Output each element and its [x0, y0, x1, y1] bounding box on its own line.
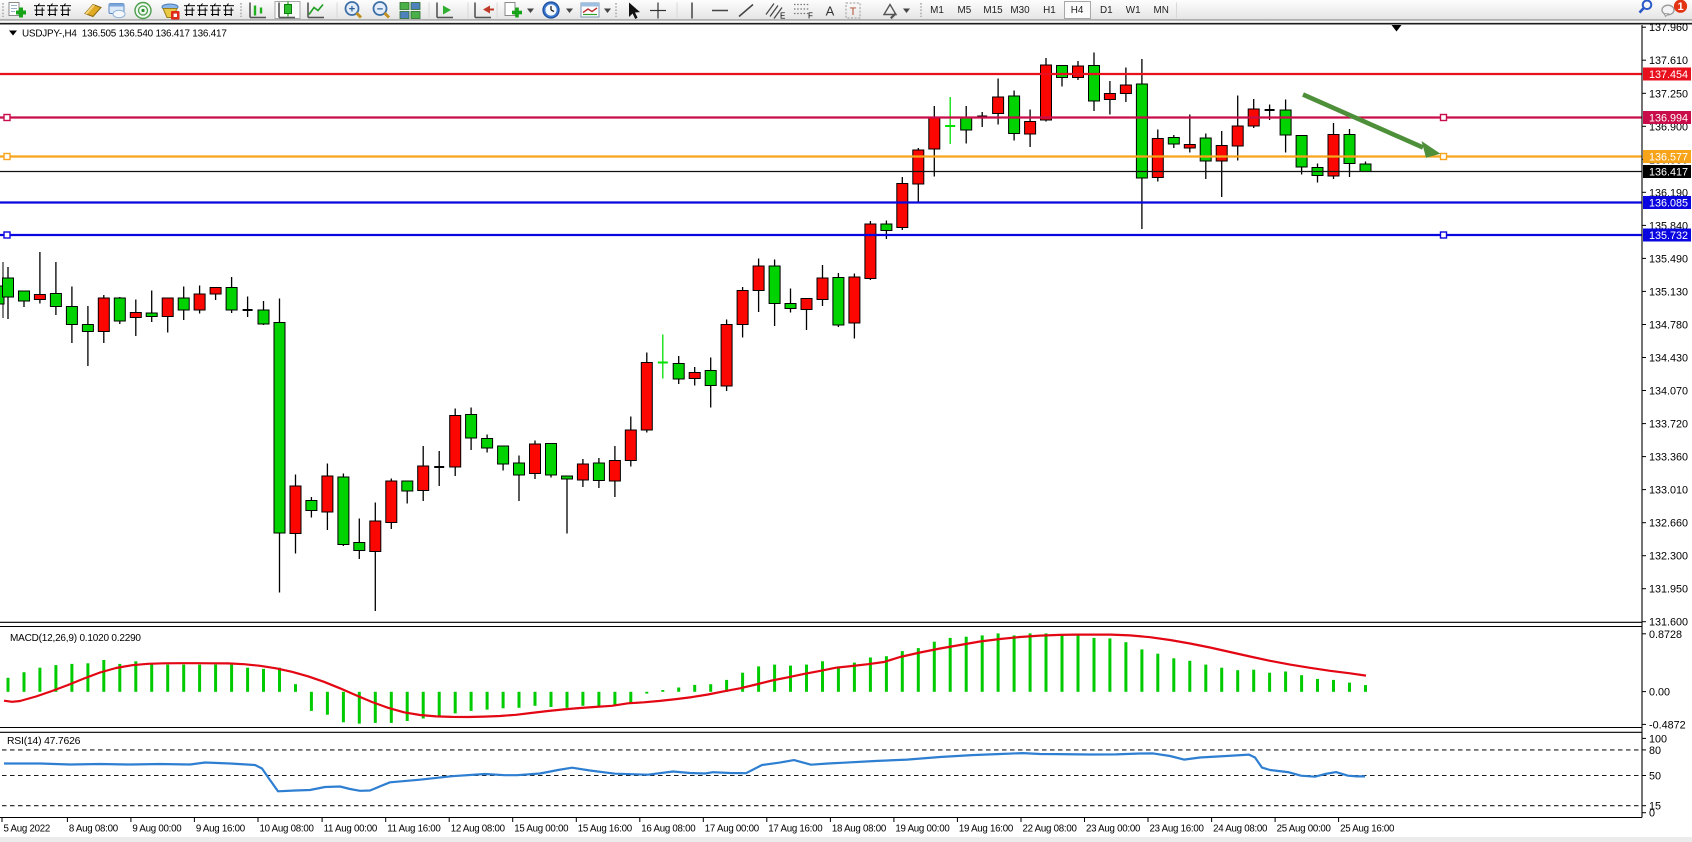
svg-text:9 Aug 16:00: 9 Aug 16:00	[196, 824, 246, 835]
svg-text:+: +	[349, 4, 355, 16]
svg-text:RSI(14) 47.7626: RSI(14) 47.7626	[7, 736, 81, 747]
svg-text:15: 15	[1649, 801, 1661, 813]
svg-text:50: 50	[1649, 771, 1661, 783]
svg-text:0.8728: 0.8728	[1649, 629, 1682, 641]
svg-text:133.360: 133.360	[1649, 452, 1688, 464]
svg-text:0: 0	[1649, 808, 1655, 820]
svg-text:137.250: 137.250	[1649, 88, 1688, 100]
svg-text:F: F	[808, 12, 813, 21]
svg-text:25 Aug 00:00: 25 Aug 00:00	[1277, 824, 1332, 835]
svg-text:24 Aug 08:00: 24 Aug 08:00	[1213, 824, 1268, 835]
svg-text:137.610: 137.610	[1649, 55, 1688, 67]
svg-text:135.130: 135.130	[1649, 286, 1688, 298]
svg-text:8 Aug 08:00: 8 Aug 08:00	[69, 824, 119, 835]
svg-text:135.732: 135.732	[1649, 230, 1688, 242]
svg-text:134.430: 134.430	[1649, 353, 1688, 365]
svg-text:133.010: 133.010	[1649, 485, 1688, 497]
svg-text:136.085: 136.085	[1649, 198, 1688, 210]
svg-text:15 Aug 00:00: 15 Aug 00:00	[514, 824, 569, 835]
svg-text:16 Aug 08:00: 16 Aug 08:00	[641, 824, 696, 835]
svg-text:18 Aug 08:00: 18 Aug 08:00	[832, 824, 887, 835]
svg-text:137.454: 137.454	[1649, 69, 1688, 81]
svg-text:M30: M30	[1010, 5, 1030, 16]
svg-text:0.00: 0.00	[1649, 687, 1670, 699]
svg-text:USDJPY-,H4 136.505 136.540 13: USDJPY-,H4 136.505 136.540 136.417 136.4…	[22, 29, 227, 40]
svg-text:H4: H4	[1071, 5, 1084, 16]
svg-text:M5: M5	[958, 5, 972, 16]
svg-text:134.780: 134.780	[1649, 320, 1688, 332]
svg-text:131.600: 131.600	[1649, 617, 1688, 629]
svg-text:134.070: 134.070	[1649, 386, 1688, 398]
svg-text:137.960: 137.960	[1649, 22, 1688, 34]
svg-text:M15: M15	[983, 5, 1003, 16]
svg-text:100: 100	[1649, 733, 1667, 745]
svg-text:132.300: 132.300	[1649, 551, 1688, 563]
svg-text:19 Aug 00:00: 19 Aug 00:00	[895, 824, 950, 835]
svg-text:12 Aug 08:00: 12 Aug 08:00	[451, 824, 506, 835]
svg-text:−: −	[377, 4, 383, 16]
svg-text:D1: D1	[1100, 5, 1113, 16]
svg-text:MN: MN	[1154, 5, 1169, 16]
svg-text:-0.4872: -0.4872	[1649, 719, 1686, 731]
svg-text:131.950: 131.950	[1649, 584, 1688, 596]
svg-text:23 Aug 16:00: 23 Aug 16:00	[1150, 824, 1205, 835]
svg-text:135.490: 135.490	[1649, 253, 1688, 265]
svg-text:17 Aug 16:00: 17 Aug 16:00	[768, 824, 823, 835]
svg-text:9 Aug 00:00: 9 Aug 00:00	[132, 824, 182, 835]
svg-text:22 Aug 08:00: 22 Aug 08:00	[1023, 824, 1078, 835]
svg-text:133.720: 133.720	[1649, 419, 1688, 431]
svg-text:132.660: 132.660	[1649, 518, 1688, 530]
svg-text:136.417: 136.417	[1649, 167, 1688, 179]
svg-text:136.577: 136.577	[1649, 152, 1688, 164]
svg-text:A: A	[826, 4, 835, 19]
svg-text:MACD(12,26,9) 0.1020 0.2290: MACD(12,26,9) 0.1020 0.2290	[10, 633, 141, 644]
svg-text:11 Aug 16:00: 11 Aug 16:00	[387, 824, 441, 835]
svg-text:23 Aug 00:00: 23 Aug 00:00	[1086, 824, 1141, 835]
svg-text:H1: H1	[1043, 5, 1056, 16]
svg-text:1: 1	[1677, 1, 1683, 13]
svg-text:80: 80	[1649, 745, 1661, 757]
svg-text:11 Aug 00:00: 11 Aug 00:00	[324, 824, 378, 835]
svg-text:17 Aug 00:00: 17 Aug 00:00	[705, 824, 760, 835]
svg-text:136.900: 136.900	[1649, 121, 1688, 133]
svg-text:5 Aug 2022: 5 Aug 2022	[4, 824, 51, 835]
svg-text:E: E	[780, 12, 785, 21]
svg-text:T: T	[850, 6, 857, 18]
svg-text:15 Aug 16:00: 15 Aug 16:00	[578, 824, 633, 835]
svg-text:10 Aug 08:00: 10 Aug 08:00	[260, 824, 315, 835]
svg-text:M1: M1	[930, 5, 944, 16]
svg-text:W1: W1	[1126, 5, 1141, 16]
svg-text:136.994: 136.994	[1649, 113, 1688, 125]
svg-text:25 Aug 16:00: 25 Aug 16:00	[1340, 824, 1395, 835]
svg-text:19 Aug 16:00: 19 Aug 16:00	[959, 824, 1014, 835]
